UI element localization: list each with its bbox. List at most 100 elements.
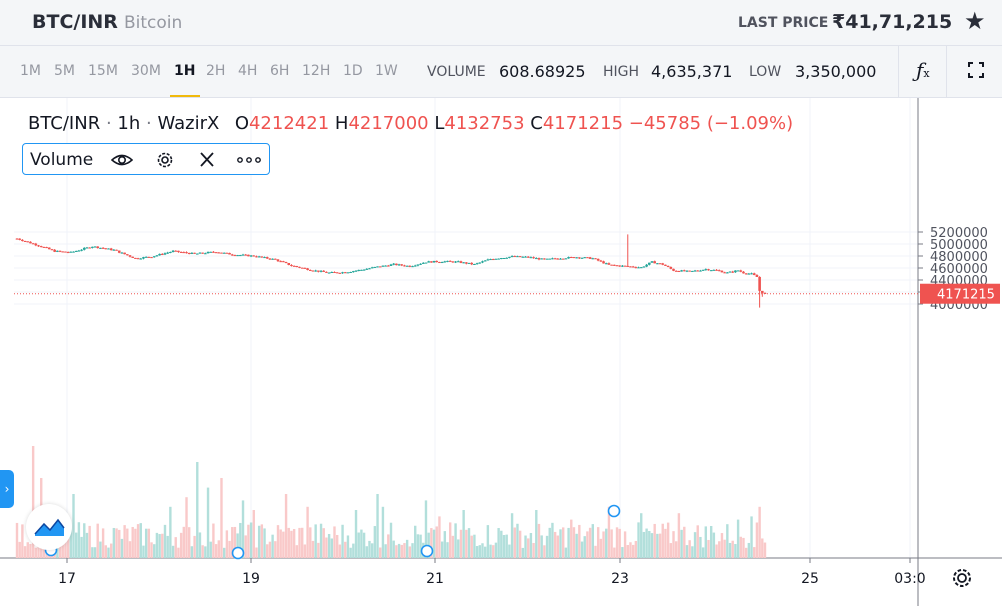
candle-body[interactable] xyxy=(564,258,568,260)
candle-body[interactable] xyxy=(561,258,565,260)
candle-body[interactable] xyxy=(236,255,239,257)
candle-body[interactable] xyxy=(349,272,352,274)
candle-body[interactable] xyxy=(144,256,148,258)
candle-body[interactable] xyxy=(744,273,748,275)
candle-body[interactable] xyxy=(268,258,272,260)
candle-body[interactable] xyxy=(387,265,390,267)
settings-gear-icon[interactable] xyxy=(154,150,176,170)
candle-body[interactable] xyxy=(704,269,708,271)
candle-body[interactable] xyxy=(677,270,681,272)
candle-body[interactable] xyxy=(613,264,616,266)
candle-body[interactable] xyxy=(195,253,199,255)
candle-body[interactable] xyxy=(567,257,570,259)
candle-body[interactable] xyxy=(413,265,417,267)
candle-body[interactable] xyxy=(761,290,764,293)
candle-body[interactable] xyxy=(233,255,237,257)
candle-body[interactable] xyxy=(637,267,640,269)
candle-body[interactable] xyxy=(77,250,81,252)
candle-body[interactable] xyxy=(432,260,436,263)
candle-body[interactable] xyxy=(365,268,369,270)
candle-body[interactable] xyxy=(306,268,309,270)
candle-body[interactable] xyxy=(715,269,718,271)
candle-body[interactable] xyxy=(225,252,229,254)
candle-body[interactable] xyxy=(656,263,659,265)
candle-body[interactable] xyxy=(752,273,756,276)
fullscreen-icon[interactable] xyxy=(966,60,986,80)
candle-body[interactable] xyxy=(508,256,511,258)
timeframe-1m[interactable]: 1M xyxy=(20,63,41,79)
candle-body[interactable] xyxy=(742,271,745,274)
candle-body[interactable] xyxy=(357,269,361,271)
candle-body[interactable] xyxy=(438,262,441,264)
candle-body[interactable] xyxy=(338,272,342,274)
candle-body[interactable] xyxy=(212,251,215,253)
candle-body[interactable] xyxy=(317,270,320,272)
event-marker[interactable] xyxy=(420,544,434,558)
candle-body[interactable] xyxy=(586,257,589,259)
candle-body[interactable] xyxy=(626,265,630,267)
candle-body[interactable] xyxy=(47,247,51,250)
candle-body[interactable] xyxy=(623,265,627,267)
candle-body[interactable] xyxy=(510,256,514,258)
candle-body[interactable] xyxy=(107,248,110,250)
candle-body[interactable] xyxy=(204,253,207,255)
candle-body[interactable] xyxy=(123,252,126,255)
candle-body[interactable] xyxy=(152,256,156,258)
candle-body[interactable] xyxy=(591,258,595,260)
candle-body[interactable] xyxy=(701,269,705,271)
candle-body[interactable] xyxy=(265,257,269,259)
candle-body[interactable] xyxy=(720,270,724,273)
candle-body[interactable] xyxy=(319,270,323,272)
favorite-star-icon[interactable]: ★ xyxy=(964,7,986,35)
candle-body[interactable] xyxy=(747,273,751,275)
candle-body[interactable] xyxy=(443,261,447,263)
candle-body[interactable] xyxy=(279,261,282,263)
candle-body[interactable] xyxy=(381,265,385,267)
timeframe-1w[interactable]: 1W xyxy=(375,63,398,79)
candle-body[interactable] xyxy=(645,264,648,267)
candle-body[interactable] xyxy=(239,255,242,257)
candle-body[interactable] xyxy=(134,257,137,259)
candle-body[interactable] xyxy=(462,262,465,264)
candle-body[interactable] xyxy=(688,270,691,272)
candle-body[interactable] xyxy=(187,252,191,254)
candle-body[interactable] xyxy=(37,245,40,247)
candle-body[interactable] xyxy=(222,252,226,254)
candle-body[interactable] xyxy=(448,260,452,262)
candle-body[interactable] xyxy=(435,260,439,263)
candle-body[interactable] xyxy=(201,252,204,254)
timeframe-15m[interactable]: 15M xyxy=(88,63,118,79)
candle-body[interactable] xyxy=(93,246,97,248)
candle-body[interactable] xyxy=(80,249,83,251)
candle-body[interactable] xyxy=(346,272,350,274)
volume-study-box[interactable]: Volume xyxy=(22,143,270,175)
candle-body[interactable] xyxy=(158,253,161,256)
candle-body[interactable] xyxy=(206,251,210,254)
candle-body[interactable] xyxy=(34,243,38,246)
candle-body[interactable] xyxy=(308,269,312,271)
candle-body[interactable] xyxy=(255,256,258,258)
candle-body[interactable] xyxy=(758,276,761,291)
candle-body[interactable] xyxy=(529,257,533,259)
candle-body[interactable] xyxy=(634,267,638,269)
candle-body[interactable] xyxy=(421,262,425,264)
candle-body[interactable] xyxy=(247,254,250,257)
candle-body[interactable] xyxy=(653,261,656,264)
candle-body[interactable] xyxy=(249,255,253,257)
candle-body[interactable] xyxy=(497,258,500,260)
candle-body[interactable] xyxy=(559,258,562,260)
candle-body[interactable] xyxy=(177,250,180,252)
candle-body[interactable] xyxy=(311,270,315,272)
candle-body[interactable] xyxy=(483,260,487,262)
candle-body[interactable] xyxy=(691,270,694,272)
candle-body[interactable] xyxy=(295,266,299,268)
candle-body[interactable] xyxy=(693,270,697,272)
candle-body[interactable] xyxy=(734,270,737,273)
candle-body[interactable] xyxy=(85,247,89,249)
candle-body[interactable] xyxy=(572,257,576,259)
candle-body[interactable] xyxy=(419,263,422,265)
candle-body[interactable] xyxy=(193,252,196,254)
candle-body[interactable] xyxy=(516,256,519,258)
candle-body[interactable] xyxy=(354,270,358,272)
candle-body[interactable] xyxy=(190,252,194,254)
